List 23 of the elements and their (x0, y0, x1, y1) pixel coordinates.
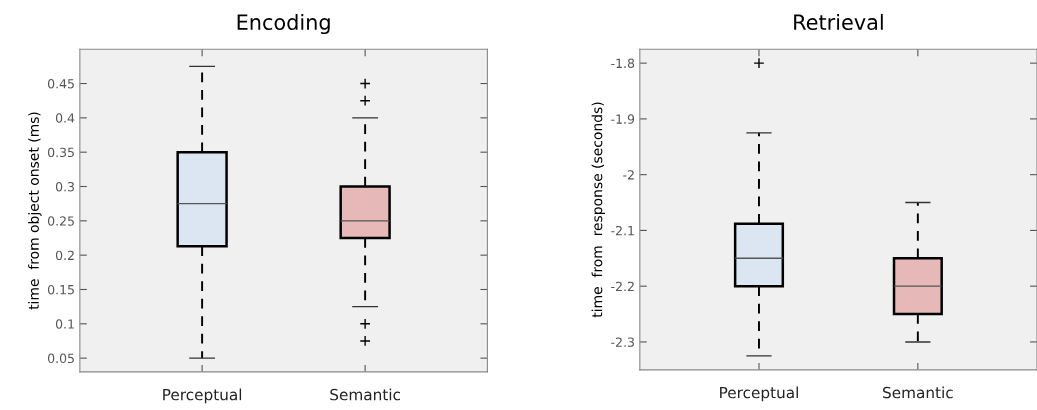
chart-title: Encoding (237, 13, 330, 35)
y-tick-label: 0.3 (55, 181, 74, 192)
y-tick-label: 0.05 (47, 353, 74, 364)
y-tick-label: -2.3 (611, 337, 634, 347)
y-tick-label: 0.2 (55, 250, 74, 261)
y-tick-label: 0.25 (47, 216, 74, 226)
y-axis-title: time from object onset (ms) (28, 112, 42, 310)
y-tick-label: 0.45 (47, 79, 74, 89)
y-tick-label: -2.2 (611, 281, 634, 291)
x-tick-label: Semantic (330, 388, 401, 401)
y-axis-title: time from response (seconds) (591, 102, 606, 318)
chart-title: Retrieval (794, 13, 883, 31)
y-tick-label: -1.9 (611, 114, 635, 124)
x-tick-label: Semantic (883, 386, 953, 399)
y-tick-label: 0.35 (47, 147, 74, 158)
y-tick-label: -2 (623, 170, 634, 180)
x-tick-label: Perceptual (163, 388, 242, 404)
y-tick-label: -1.8 (611, 58, 635, 69)
x-tick-label: Perceptual (720, 386, 798, 402)
y-tick-label: -2.1 (611, 225, 634, 236)
y-tick-label: 0.15 (47, 284, 74, 295)
y-tick-label: 0.1 (55, 319, 74, 329)
y-tick-label: 0.4 (55, 113, 75, 123)
